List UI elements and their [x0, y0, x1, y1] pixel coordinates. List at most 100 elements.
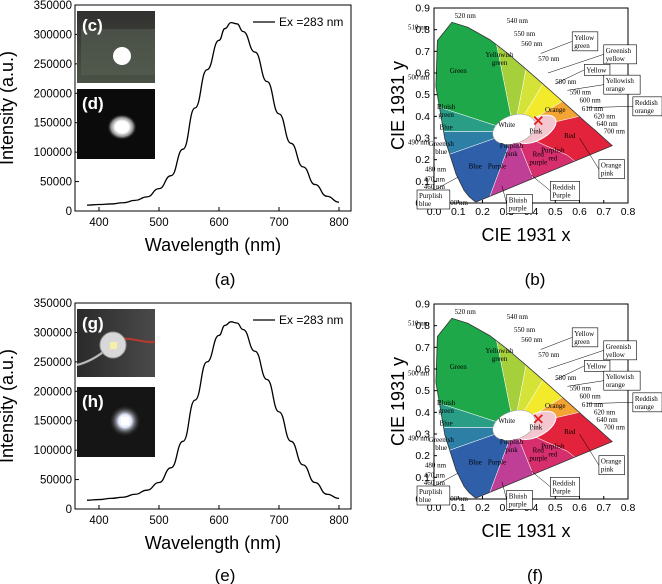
region-label-line: Red	[533, 447, 545, 455]
region-label-line: blue	[435, 444, 447, 452]
x-axis-label: CIE 1931 x	[481, 521, 570, 541]
x-tick-label: 700	[269, 515, 288, 527]
y-tick-label: 0	[66, 504, 72, 516]
cie-chart-b: 0.00.10.20.30.40.50.60.70.80.00.10.20.30…	[388, 3, 662, 245]
panel-caption-a: (a)	[215, 270, 236, 289]
boxed-label-line: blue	[419, 200, 431, 208]
y-tick-label: 0.7	[415, 342, 430, 354]
label-box	[550, 477, 580, 497]
wavelength-label: 490 nm	[408, 435, 430, 443]
chromaticity-point-marker	[533, 116, 543, 126]
wavelength-label: 550 nm	[514, 326, 536, 334]
x-tick-label: 0.7	[596, 206, 611, 218]
region-label: Blue	[469, 162, 482, 170]
boxed-label-line: orange	[606, 85, 625, 93]
y-tick-label: 50000	[40, 475, 72, 487]
panel-caption-f: (f)	[527, 566, 543, 584]
y-tick-label: 350000	[34, 298, 72, 310]
y-tick-label: 0.2	[415, 450, 430, 462]
x-tick-label: 0.8	[621, 502, 636, 514]
wavelength-label: 520 nm	[455, 12, 477, 20]
region-label-line: Red	[533, 151, 545, 159]
boxed-label-line: Purple	[552, 191, 570, 199]
x-tick-label: 500	[149, 217, 168, 229]
inset-photo-g: (g)	[76, 309, 156, 377]
region-label-line: Yellowish	[485, 347, 514, 355]
label-leader	[567, 380, 604, 387]
y-tick-label: 0.1	[415, 176, 430, 188]
boxed-label-line: Bluish	[509, 492, 528, 500]
boxed-label: Reddish orange	[635, 395, 658, 411]
region-label-line: Greenish	[429, 436, 455, 444]
region-label-line: green	[438, 407, 454, 415]
x-tick-label: 500	[149, 515, 168, 527]
panel-caption-e: (e)	[215, 566, 236, 584]
x-tick-label: 0.7	[596, 502, 611, 514]
region-label: Pink	[529, 128, 542, 136]
spectral-locus	[435, 21, 613, 203]
boxed-label: Yellow	[586, 66, 607, 74]
wavelength-label: 400 nm	[447, 495, 469, 503]
x-tick-label: 0.1	[451, 502, 466, 514]
label-box	[584, 360, 611, 372]
region-label-line: Greenish	[429, 140, 455, 148]
region-label-line: Purplish	[541, 442, 565, 450]
label-box	[416, 485, 451, 506]
inset-label-c: (c)	[82, 16, 103, 35]
boxed-label-line: Yellow	[574, 330, 595, 338]
wavelength-label: 460 nm	[424, 183, 446, 191]
x-tick-label: 0.6	[572, 502, 587, 514]
region-white	[492, 409, 536, 441]
region-label: Pink	[529, 424, 542, 432]
label-box	[603, 74, 641, 95]
label-box	[506, 194, 533, 214]
plot-frame	[74, 302, 352, 510]
region-label-line: red	[548, 450, 557, 458]
region-label-line: Yellowish	[485, 51, 514, 59]
wavelength-label: 600 nm	[580, 392, 602, 400]
wavelength-label: 480 nm	[425, 462, 447, 470]
wavelength-label: 570 nm	[538, 351, 560, 359]
label-box	[584, 64, 611, 76]
wavelength-label: 620 nm	[594, 409, 616, 417]
boxed-label-line: Reddish	[552, 479, 575, 487]
y-tick-label: 0.9	[415, 3, 430, 15]
region-label-line: purple	[529, 159, 547, 167]
x-axis-label: Wavelength (nm)	[145, 235, 281, 255]
y-tick-label: 0.4	[415, 407, 430, 419]
label-box	[603, 44, 637, 65]
x-tick-label: 800	[329, 515, 348, 527]
label-leader	[530, 470, 551, 488]
region-label-line: Bluish	[437, 103, 456, 111]
wavelength-label: 500 nm	[408, 74, 430, 82]
chromaticity-point-marker	[533, 414, 543, 424]
x-tick-label: 600	[209, 515, 228, 527]
region-label: Blue	[440, 123, 453, 131]
y-tick-label: 350000	[34, 0, 72, 12]
wavelength-label: 400 nm	[447, 199, 469, 207]
spectrum-line	[86, 22, 340, 206]
cie-chart-f: 0.00.10.20.30.40.50.60.70.80.00.10.20.30…	[388, 299, 662, 541]
y-tick-label: 150000	[34, 416, 72, 428]
region-label-line: blue	[435, 148, 447, 156]
boxed-label: Yellowish orange	[606, 77, 635, 93]
boxed-label-line: yellow	[606, 55, 626, 63]
plot-frame	[74, 4, 352, 212]
region-bluish-green	[435, 105, 515, 132]
y-tick-label: 0.1	[415, 472, 430, 484]
boxed-label-line: pink	[601, 170, 614, 178]
boxed-label: Bluish purple	[509, 196, 528, 212]
boxed-label-line: Purple	[552, 487, 570, 495]
y-tick-label: 0.3	[415, 133, 430, 145]
y-tick-label: 100000	[34, 445, 72, 457]
wavelength-label: 560 nm	[521, 40, 543, 48]
y-tick-label: 300000	[34, 29, 72, 41]
label-leader	[586, 106, 633, 108]
label-leader	[540, 337, 573, 350]
boxed-label: Greenish yellow	[606, 47, 632, 63]
wavelength-label: 640 nm	[596, 120, 618, 128]
label-leader	[501, 481, 507, 500]
region-label: Bluish green	[437, 103, 456, 119]
led-chip-lit	[121, 417, 129, 425]
region-label: Red	[564, 428, 576, 436]
